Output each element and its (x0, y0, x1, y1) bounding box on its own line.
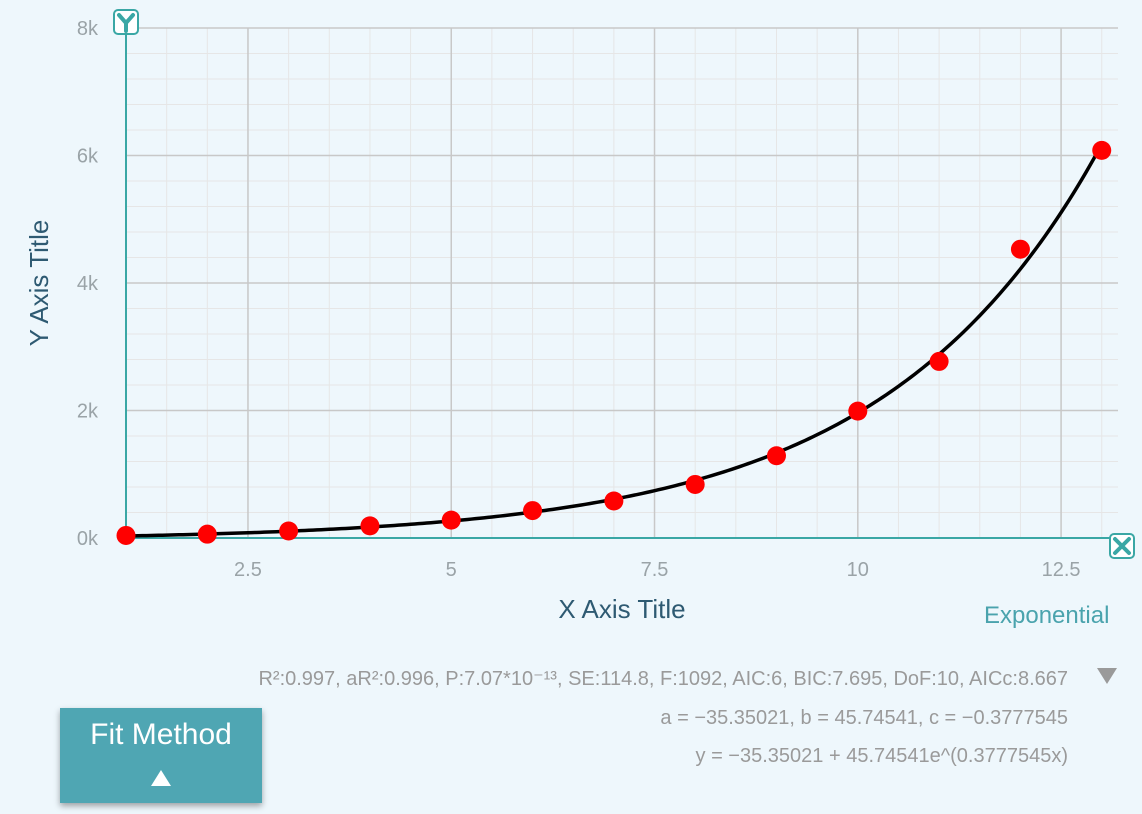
chart-axes (125, 20, 1122, 539)
fit-equation: y = −35.35021 + 45.74541e^(0.3777545x) (695, 745, 1068, 767)
data-point[interactable] (604, 491, 624, 511)
data-point[interactable] (116, 525, 136, 545)
tick-labels: 2.5 5 7.5 10 12.5 0k 2k 4k 6k 8k (77, 18, 1081, 581)
data-point[interactable] (848, 401, 868, 421)
data-point[interactable] (197, 524, 217, 544)
y-tick-label: 0k (77, 528, 99, 550)
y-tick-label: 4k (77, 273, 99, 295)
y-tick-label: 2k (77, 401, 99, 423)
x-axis-icon[interactable] (1109, 533, 1135, 559)
data-point[interactable] (685, 474, 705, 494)
chart: 2.5 5 7.5 10 12.5 0k 2k 4k 6k 8k X Axis Title Y A… (24, 9, 1135, 624)
x-tick-label: 10 (847, 559, 869, 581)
x-tick-label: 5 (446, 559, 457, 581)
data-point[interactable] (441, 510, 461, 530)
data-points (116, 140, 1112, 545)
data-point[interactable] (279, 521, 299, 541)
x-tick-label: 12.5 (1042, 559, 1081, 581)
x-tick-label: 2.5 (234, 559, 262, 581)
x-axis-title[interactable]: X Axis Title (558, 594, 685, 624)
data-point[interactable] (1092, 140, 1112, 160)
y-tick-label: 8k (77, 18, 99, 40)
fit-parameters: a = −35.35021, b = 45.74541, c = −0.3777… (660, 707, 1068, 729)
chart-grid (125, 27, 1118, 539)
fit-method-label: Fit Method (90, 718, 232, 751)
fit-method-button[interactable]: Fit Method (60, 708, 262, 803)
data-point[interactable] (523, 501, 543, 521)
triangle-up-icon (151, 770, 171, 786)
data-point[interactable] (929, 351, 949, 371)
y-axis-title[interactable]: Y Axis Title (24, 220, 54, 347)
x-tick-label: 7.5 (641, 559, 669, 581)
y-tick-label: 6k (77, 146, 99, 168)
y-axis-icon[interactable] (113, 9, 139, 35)
fit-type-label: Exponential (984, 602, 1110, 629)
data-point[interactable] (1010, 239, 1030, 259)
triangle-down-icon[interactable] (1097, 668, 1117, 684)
data-point[interactable] (360, 516, 380, 536)
fit-statistics: R²:0.997, aR²:0.996, P:7.07*10⁻¹³, SE:11… (258, 668, 1068, 690)
data-point[interactable] (766, 446, 786, 466)
